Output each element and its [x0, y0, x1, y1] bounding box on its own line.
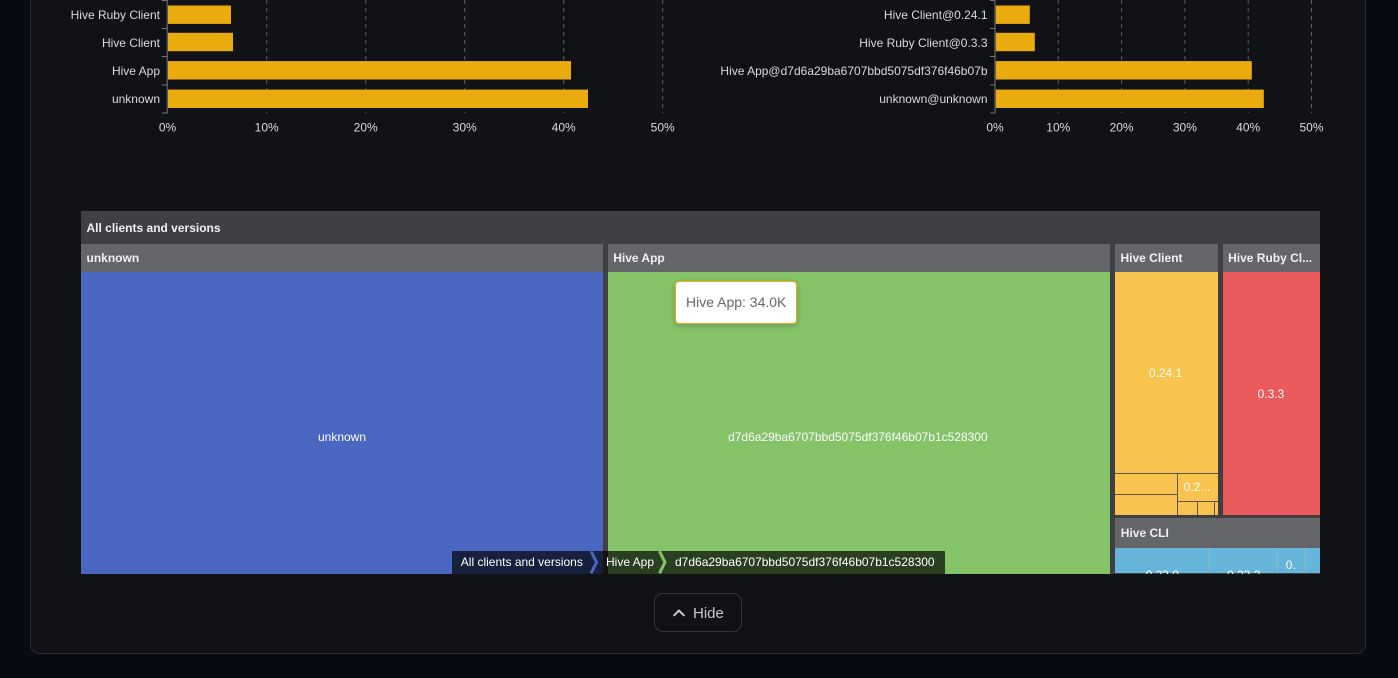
svg-text:Hive App: Hive App [112, 64, 160, 78]
svg-text:20%: 20% [1110, 121, 1134, 135]
svg-text:Hive Ruby Client: Hive Ruby Client [71, 8, 161, 22]
svg-text:unknown: unknown [112, 92, 160, 106]
svg-text:10%: 10% [255, 121, 279, 135]
svg-text:30%: 30% [1173, 121, 1197, 135]
svg-text:10%: 10% [1046, 121, 1070, 135]
svg-text:Hive Client@0.24.1: Hive Client@0.24.1 [884, 8, 988, 22]
svg-text:30%: 30% [453, 121, 477, 135]
svg-text:Hive App@d7d6a29ba6707bbd5075d: Hive App@d7d6a29ba6707bbd5075df376f46b07… [720, 64, 987, 78]
svg-text:20%: 20% [354, 121, 378, 135]
svg-text:unknown@unknown: unknown@unknown [879, 92, 987, 106]
svg-text:50%: 50% [651, 121, 675, 135]
svg-text:0%: 0% [159, 121, 177, 135]
svg-text:0%: 0% [986, 121, 1004, 135]
svg-text:40%: 40% [1236, 121, 1260, 135]
svg-text:40%: 40% [552, 121, 576, 135]
svg-text:Hive Ruby Client@0.3.3: Hive Ruby Client@0.3.3 [859, 36, 988, 50]
svg-text:50%: 50% [1299, 121, 1323, 135]
svg-text:Hive Client: Hive Client [102, 36, 161, 50]
